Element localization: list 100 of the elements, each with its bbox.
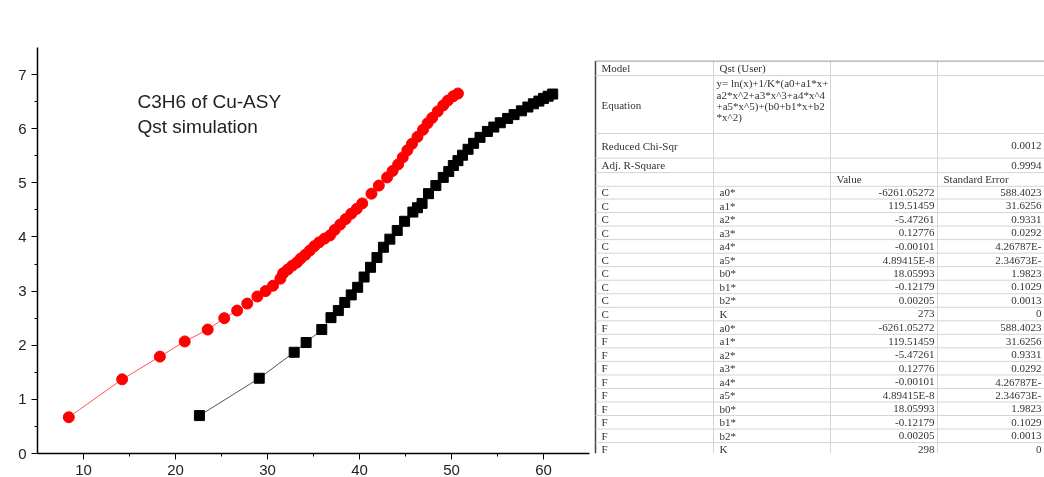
- text: a2*: [719, 213, 736, 226]
- point: [253, 372, 265, 384]
- point: [193, 410, 205, 422]
- point: [153, 350, 166, 363]
- point: [365, 261, 377, 273]
- y-tick-label: 5: [18, 173, 27, 191]
- text: b2*: [719, 429, 736, 442]
- point: [300, 337, 312, 349]
- text: F: [601, 375, 608, 388]
- text: 0.12776: [898, 361, 935, 374]
- text: -0.00101: [895, 239, 935, 252]
- text: b2*: [719, 294, 736, 307]
- text: a0*: [719, 186, 736, 199]
- point: [547, 88, 559, 100]
- point: [201, 323, 214, 336]
- text: 0.1029: [1011, 280, 1042, 293]
- text: a0*: [719, 321, 736, 334]
- text: -6261.05272: [878, 185, 935, 198]
- text: 0.0012: [1011, 139, 1042, 152]
- text: b0*: [719, 402, 736, 415]
- y-tick-label: 1: [18, 390, 27, 408]
- text: Standard Error: [943, 173, 1009, 186]
- point: [288, 346, 300, 358]
- point: [391, 224, 403, 236]
- text: -5.47261: [895, 212, 935, 225]
- text: 1.9823: [1011, 402, 1042, 415]
- text: Reduced Chi-Sqr: [601, 139, 678, 152]
- text: 4.89415E-8: [882, 389, 935, 402]
- point: [371, 252, 383, 264]
- x-tick-label: 50: [443, 460, 460, 477]
- point: [365, 187, 378, 200]
- point: [116, 373, 129, 386]
- text: Adj. R-Square: [601, 159, 666, 172]
- point: [399, 215, 411, 227]
- text: C: [601, 186, 609, 199]
- point: [358, 271, 370, 283]
- x-tick-label: 20: [167, 460, 184, 477]
- y-tick-label: 4: [18, 227, 27, 245]
- text: K: [719, 443, 728, 456]
- point: [372, 179, 385, 192]
- text: Qst (User): [719, 62, 766, 76]
- point: [423, 188, 434, 200]
- text: a4*: [719, 240, 736, 253]
- text: 4.26787E-: [995, 375, 1042, 388]
- point: [430, 180, 442, 192]
- y-tick-label: 7: [18, 65, 27, 83]
- text: a3*: [719, 362, 736, 375]
- text: 0.0292: [1011, 226, 1042, 239]
- x-tick-label: 60: [535, 460, 552, 477]
- text: -6261.05272: [878, 321, 935, 334]
- text: F: [601, 389, 608, 402]
- point: [241, 297, 254, 310]
- annotation: C3H6 of Cu-ASY: [137, 91, 282, 112]
- text: -5.47261: [895, 348, 935, 361]
- text: -0.00101: [895, 375, 935, 388]
- text: 298: [918, 442, 935, 455]
- text: Value: [836, 173, 862, 186]
- text: C: [601, 267, 609, 280]
- point: [451, 87, 464, 100]
- text: 0.0013: [1011, 293, 1042, 306]
- text: b1*: [719, 280, 736, 293]
- text: 0.00205: [898, 293, 935, 306]
- text: 273: [918, 307, 935, 320]
- text: C: [601, 213, 609, 226]
- text: 4.26787E-: [995, 240, 1042, 253]
- point: [251, 290, 264, 303]
- text: Equation: [601, 98, 642, 111]
- text: 31.6256: [1005, 334, 1042, 347]
- text: F: [601, 362, 608, 375]
- text: 0: [1036, 307, 1042, 320]
- text: 0.9331: [1011, 348, 1042, 361]
- text: 1.9823: [1011, 266, 1042, 279]
- text: 0.0013: [1011, 429, 1042, 442]
- text: a3*: [719, 226, 736, 239]
- text: y= ln(x)+1/K*(a0+a1*x+a2*x^2+a3*x^3+a4*x^4+a5*x^5)+(b0+b1*x+b2*x^2): [716, 77, 829, 125]
- text: 588.4023: [1000, 185, 1042, 198]
- point: [62, 411, 75, 424]
- y-tick-label: 0: [18, 444, 27, 462]
- text: a5*: [719, 253, 736, 266]
- text: 0.12776: [898, 226, 935, 239]
- point: [316, 324, 328, 336]
- point: [267, 279, 280, 292]
- text: 31.6256: [1005, 199, 1042, 212]
- text: Model: [601, 62, 631, 75]
- text: C: [601, 240, 609, 253]
- text: 0.0292: [1011, 361, 1042, 374]
- text: F: [601, 402, 608, 415]
- text: K: [719, 308, 728, 320]
- text: 0.1029: [1011, 415, 1042, 428]
- text: 2.34673E-: [995, 253, 1042, 266]
- text: C: [601, 308, 609, 320]
- text: F: [601, 335, 608, 348]
- point: [416, 197, 428, 209]
- point: [231, 304, 244, 317]
- text: a4*: [719, 375, 736, 388]
- text: C: [601, 253, 609, 266]
- text: 2.34673E-: [995, 389, 1042, 402]
- point: [178, 335, 191, 348]
- x-tick-label: 10: [75, 460, 92, 477]
- text: a2*: [719, 348, 736, 361]
